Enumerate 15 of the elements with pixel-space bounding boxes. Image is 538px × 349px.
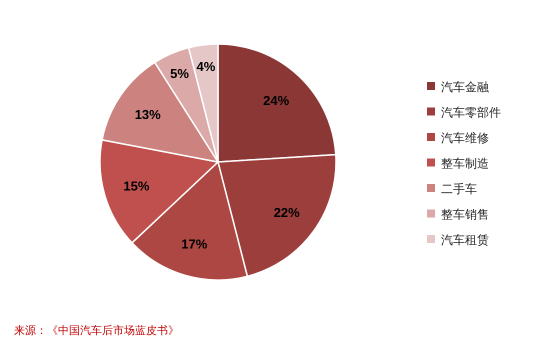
data-label: 13% [134, 107, 162, 122]
legend-label: 整车销售 [441, 208, 489, 222]
legend-label: 汽车金融 [441, 80, 489, 94]
legend-label: 汽车租赁 [441, 233, 489, 247]
data-label: 17% [181, 236, 208, 252]
legend-label: 整车制造 [441, 156, 489, 170]
legend-label: 汽车零部件 [441, 106, 501, 120]
data-label: 15% [123, 178, 150, 194]
data-label: 24% [263, 93, 290, 108]
data-label: 22% [274, 204, 300, 220]
legend-label: 汽车维修 [441, 131, 489, 145]
data-label: 5% [170, 66, 190, 82]
data-label: 4% [196, 59, 216, 74]
legend-label: 二手车 [441, 182, 477, 196]
source-note: 来源：《中国汽车后市场蓝皮书》 [14, 324, 179, 337]
